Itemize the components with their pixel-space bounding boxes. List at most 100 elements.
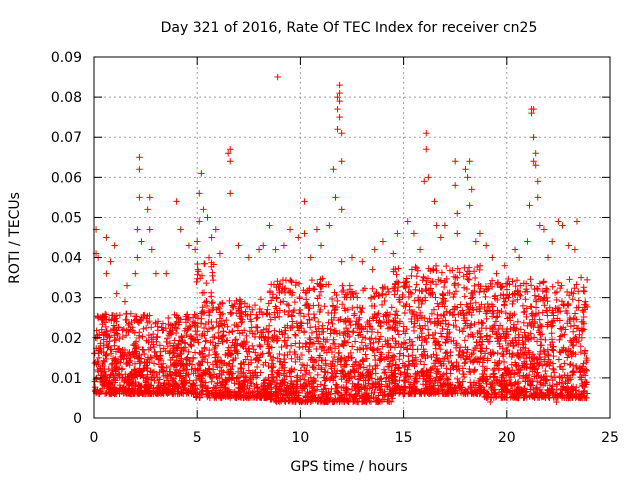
data-point: [406, 384, 413, 391]
data-point: [452, 317, 459, 324]
x-tick-label: 15: [395, 430, 413, 446]
data-point: [403, 325, 410, 333]
data-point: [540, 278, 548, 285]
data-point: [349, 329, 357, 336]
data-point: [240, 385, 247, 393]
data-point: [381, 297, 388, 305]
data-point: [99, 313, 106, 320]
data-point: [306, 287, 313, 294]
data-point: [396, 355, 403, 363]
data-point: [374, 376, 381, 383]
data-point: [105, 365, 112, 373]
data-point: [444, 376, 451, 384]
data-point: [104, 374, 111, 381]
data-point: [445, 321, 452, 328]
data-point: [422, 385, 429, 392]
data-point: [280, 378, 287, 386]
data-point: [281, 359, 289, 366]
data-point: [549, 365, 557, 373]
data-point: [237, 364, 244, 372]
data-point: [102, 374, 110, 382]
data-point: [290, 308, 297, 316]
data-point: [171, 337, 178, 344]
data-point: [395, 279, 402, 286]
data-point: [467, 357, 474, 365]
data-point: [379, 392, 386, 399]
data-point: [418, 287, 425, 295]
data-point: [558, 298, 566, 305]
data-point: [91, 383, 99, 391]
data-point: [287, 373, 295, 380]
data-point: [198, 377, 206, 384]
data-point: [210, 384, 217, 391]
data-point: [381, 283, 389, 291]
data-point: [420, 273, 427, 281]
data-point: [173, 344, 180, 352]
data-point: [450, 362, 457, 369]
data-point: [237, 315, 244, 322]
data-point: [544, 319, 552, 326]
data-point: [330, 373, 338, 381]
data-point: [346, 286, 354, 293]
data-point: [395, 331, 403, 338]
data-point: [581, 301, 588, 308]
data-point: [325, 281, 332, 288]
data-point: [118, 374, 126, 381]
data-point: [103, 327, 111, 335]
data-point: [450, 293, 457, 301]
data-point: [249, 369, 256, 376]
y-tick-label: 0.08: [51, 90, 82, 106]
data-point: [132, 378, 139, 386]
data-point: [430, 335, 438, 342]
data-point: [533, 285, 541, 292]
data-point: [432, 329, 439, 337]
data-point: [102, 352, 109, 360]
data-point: [112, 315, 119, 322]
data-point: [169, 390, 176, 398]
data-point: [403, 275, 410, 282]
data-point: [232, 354, 239, 362]
data-point: [173, 325, 181, 332]
data-point: [215, 305, 223, 312]
data-point: [285, 307, 293, 315]
data-point: [418, 341, 425, 349]
data-point: [302, 340, 309, 347]
data-point: [225, 360, 233, 368]
data-point: [182, 356, 190, 363]
data-point: [188, 342, 195, 349]
data-point: [154, 389, 161, 397]
chart-title: Day 321 of 2016, Rate Of TEC Index for r…: [161, 20, 538, 36]
data-point: [287, 277, 295, 285]
data-point: [180, 390, 187, 397]
data-point: [360, 345, 367, 353]
data-point: [97, 340, 104, 347]
data-point: [466, 270, 473, 277]
data-point: [285, 302, 292, 309]
data-point: [122, 331, 130, 339]
data-point: [274, 335, 281, 342]
data-point: [175, 352, 183, 359]
data-point: [532, 310, 540, 318]
data-point: [170, 378, 177, 385]
data-point: [573, 304, 580, 311]
data-point: [306, 324, 314, 331]
data-point: [186, 322, 193, 330]
data-point: [346, 375, 353, 382]
data-point: [93, 327, 100, 334]
data-point: [165, 321, 172, 328]
data-point: [428, 364, 436, 372]
data-point: [282, 327, 289, 334]
data-point: [342, 357, 349, 365]
data-point: [569, 328, 577, 335]
data-point: [560, 347, 567, 354]
data-point: [498, 283, 505, 291]
data-point: [511, 359, 519, 366]
data-point: [508, 350, 516, 357]
data-point: [335, 317, 342, 324]
data-point: [225, 344, 232, 351]
data-point: [220, 328, 227, 335]
data-point: [461, 360, 468, 367]
data-point: [350, 394, 358, 401]
data-point: [169, 322, 176, 329]
data-point: [395, 365, 402, 372]
